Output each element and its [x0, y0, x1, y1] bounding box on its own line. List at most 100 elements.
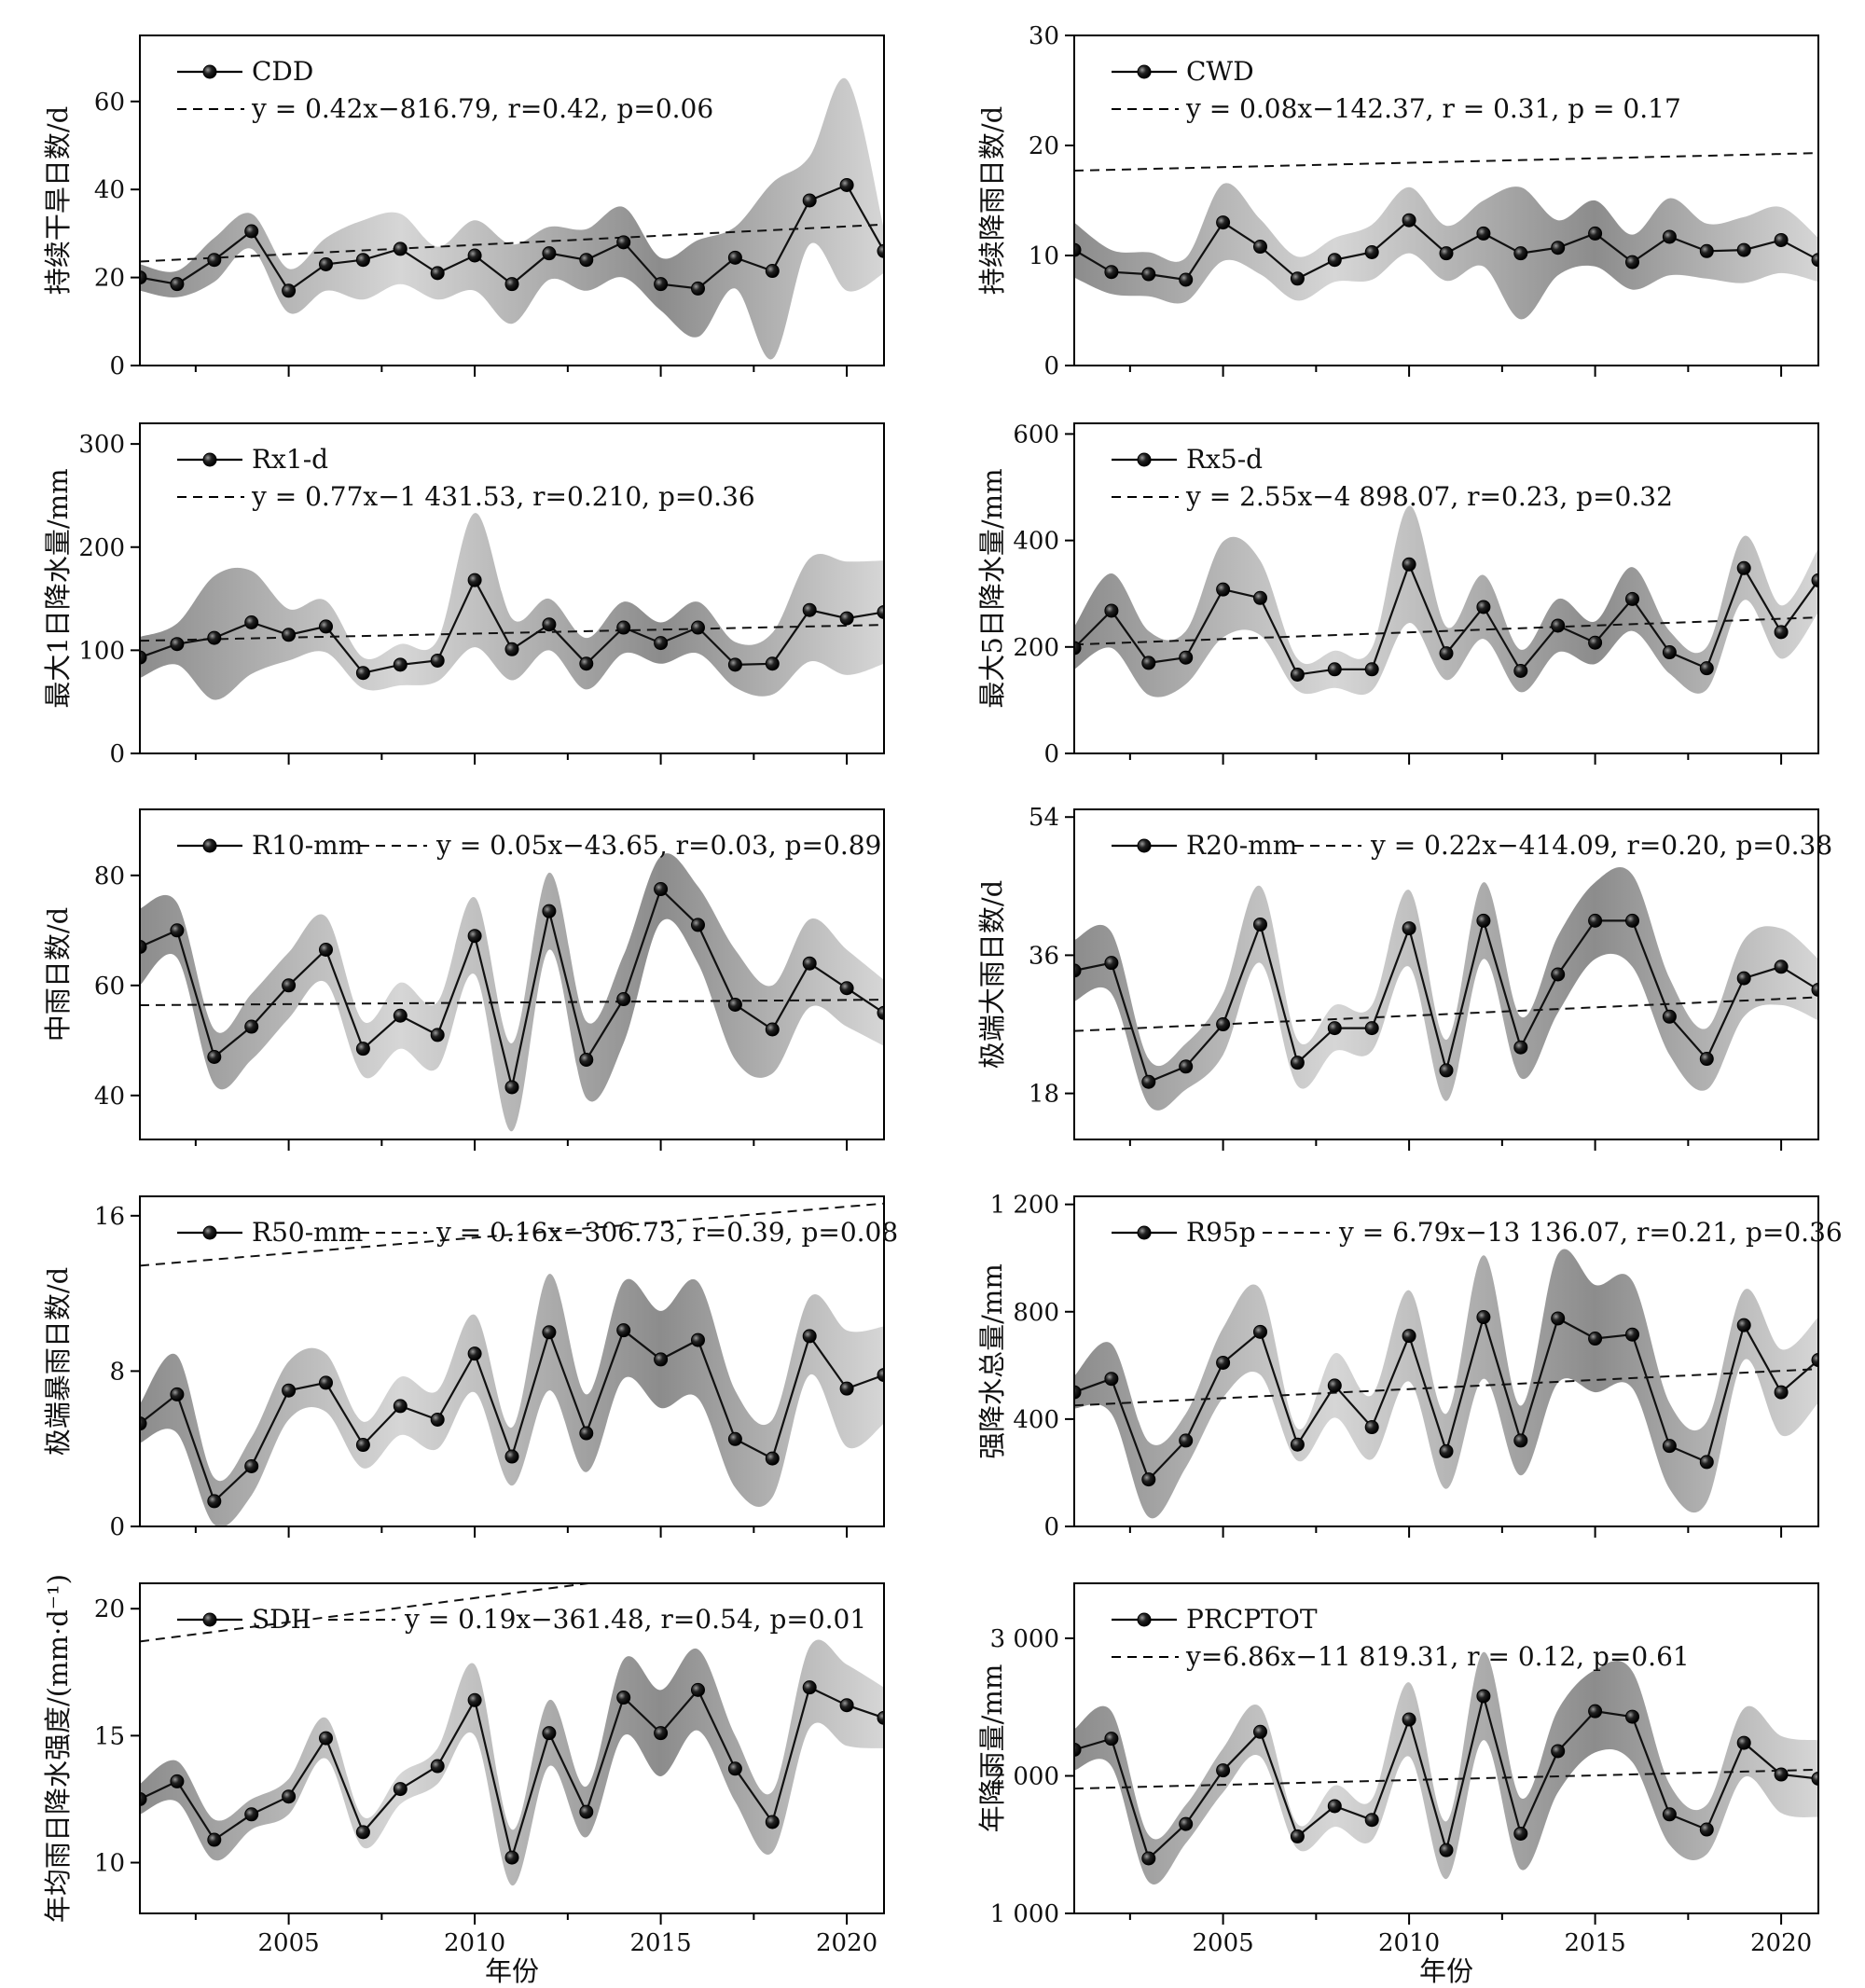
data-point-2002 — [1104, 265, 1119, 280]
data-point-2012 — [1476, 913, 1491, 928]
data-point-2011 — [504, 642, 519, 656]
data-point-2008 — [393, 242, 408, 256]
legend-series-name: R50-mm — [252, 1217, 363, 1248]
legend-equation: y = 0.05x−43.65, r=0.03, p=0.89 — [435, 830, 881, 861]
legend-series-name: Rx5-d — [1186, 444, 1263, 475]
data-point-2021 — [877, 604, 884, 619]
data-point-2021 — [1811, 1353, 1818, 1368]
y-tick-label: 20 — [1029, 132, 1059, 160]
y-tick-label: 0 — [1043, 1513, 1059, 1541]
data-point-2013 — [579, 253, 594, 268]
y-tick-label: 3 000 — [990, 1625, 1059, 1653]
data-point-2021 — [1811, 1771, 1818, 1786]
legend-series-name: R10-mm — [252, 830, 363, 861]
data-point-2019 — [802, 1329, 817, 1344]
plot-area — [140, 77, 884, 360]
trend-line — [140, 999, 884, 1007]
data-point-2013 — [579, 1052, 594, 1067]
data-point-2015 — [654, 1726, 669, 1741]
data-point-2020 — [839, 1381, 854, 1396]
data-point-2004 — [1179, 650, 1194, 665]
y-tick-label: 36 — [1029, 942, 1059, 970]
legend-equation: y = 0.08x−142.37, r = 0.31, p = 0.17 — [1185, 93, 1681, 124]
data-point-2013 — [579, 1804, 594, 1819]
legend-series-name: R20-mm — [1186, 830, 1297, 861]
data-point-2007 — [355, 1438, 370, 1453]
y-tick-label: 15 — [94, 1722, 125, 1750]
legend-equation: y = 0.22x−414.09, r=0.20, p=0.38 — [1370, 830, 1832, 861]
data-point-2014 — [616, 620, 631, 635]
data-point-2012 — [542, 1726, 557, 1741]
data-point-2001 — [1074, 242, 1082, 257]
legend-series-name: Rx1-d — [252, 444, 328, 475]
y-tick-label: 1 000 — [990, 1900, 1059, 1928]
x-tick-label: 2010 — [444, 1929, 505, 1957]
y-tick-label: 16 — [94, 1203, 125, 1231]
axes-frame — [1073, 1195, 1819, 1527]
y-axis-label: 年降雨量/mm — [976, 1664, 1008, 1833]
trend-line — [140, 223, 884, 263]
data-point-2016 — [1625, 255, 1639, 269]
axes-frame — [1073, 35, 1819, 366]
data-point-2017 — [727, 997, 742, 1012]
data-point-2001 — [1074, 963, 1082, 978]
y-tick-label: 200 — [78, 534, 125, 562]
data-point-2015 — [1588, 1704, 1603, 1719]
data-point-2011 — [504, 1080, 519, 1095]
chart-panel-prcptot: 1 000 2 000 3 000 2005 2010 2015 2020 年份 年降雨量/mm… — [976, 1582, 1819, 1987]
plot-area — [1074, 1249, 1818, 1519]
x-tick-label: 2015 — [1565, 1929, 1626, 1957]
data-point-2006 — [1253, 1724, 1267, 1739]
data-point-2004 — [244, 1019, 259, 1034]
data-point-2015 — [1588, 635, 1603, 650]
y-axis-label: 年均雨日降水强度/(mm·d⁻¹) — [42, 1574, 74, 1923]
x-tick-label: 2015 — [630, 1929, 692, 1957]
y-tick-label: 18 — [1029, 1081, 1059, 1109]
y-tick-label: 1 200 — [990, 1192, 1059, 1220]
y-axis-label: 强降水总量/mm — [976, 1263, 1008, 1459]
data-point-2020 — [1774, 959, 1789, 974]
data-point-2004 — [1179, 1433, 1194, 1448]
data-point-2010 — [1402, 1712, 1416, 1727]
data-point-2016 — [691, 918, 705, 932]
legend-marker — [202, 1612, 217, 1627]
data-point-2008 — [1327, 1021, 1342, 1036]
data-point-2016 — [691, 620, 705, 635]
data-point-2009 — [430, 1028, 445, 1042]
data-point-2008 — [393, 657, 408, 672]
data-point-2021 — [1811, 982, 1818, 997]
axes-frame — [1073, 422, 1819, 754]
data-point-2002 — [170, 1387, 185, 1401]
data-point-2009 — [430, 1759, 445, 1774]
data-point-2014 — [1551, 1744, 1566, 1759]
data-point-2021 — [877, 1710, 884, 1725]
uncertainty-band — [140, 1274, 884, 1526]
legend-marker — [1137, 452, 1152, 467]
legend-equation: y=6.86x−11 819.31, r = 0.12, p=0.61 — [1185, 1641, 1690, 1672]
data-point-2001 — [1074, 641, 1082, 656]
data-point-2008 — [1327, 1378, 1342, 1393]
data-point-2016 — [1625, 1327, 1639, 1342]
chart-panel-cwd: 0 10 20 30 持续降雨日数/d CWD y = 0.08x−142.37, r = … — [976, 22, 1819, 380]
data-point-2013 — [1513, 246, 1528, 261]
data-point-2010 — [467, 573, 482, 587]
data-point-2017 — [727, 1761, 742, 1776]
data-point-2015 — [1588, 913, 1603, 928]
data-point-2004 — [244, 1458, 259, 1473]
data-point-2014 — [616, 1691, 631, 1705]
data-point-2018 — [765, 264, 780, 279]
data-point-2017 — [727, 657, 742, 672]
data-point-2012 — [542, 904, 557, 918]
data-point-2018 — [1699, 1052, 1714, 1067]
data-point-2005 — [1216, 1763, 1231, 1778]
data-point-2003 — [1141, 267, 1156, 282]
data-point-2011 — [1439, 646, 1454, 661]
data-point-2014 — [1551, 618, 1566, 633]
data-point-2009 — [1364, 1420, 1379, 1435]
trend-line — [1074, 1368, 1818, 1407]
data-point-2007 — [1290, 1437, 1305, 1452]
data-point-2012 — [542, 1325, 557, 1340]
data-point-2017 — [1662, 1807, 1677, 1822]
trend-line — [140, 1202, 884, 1267]
